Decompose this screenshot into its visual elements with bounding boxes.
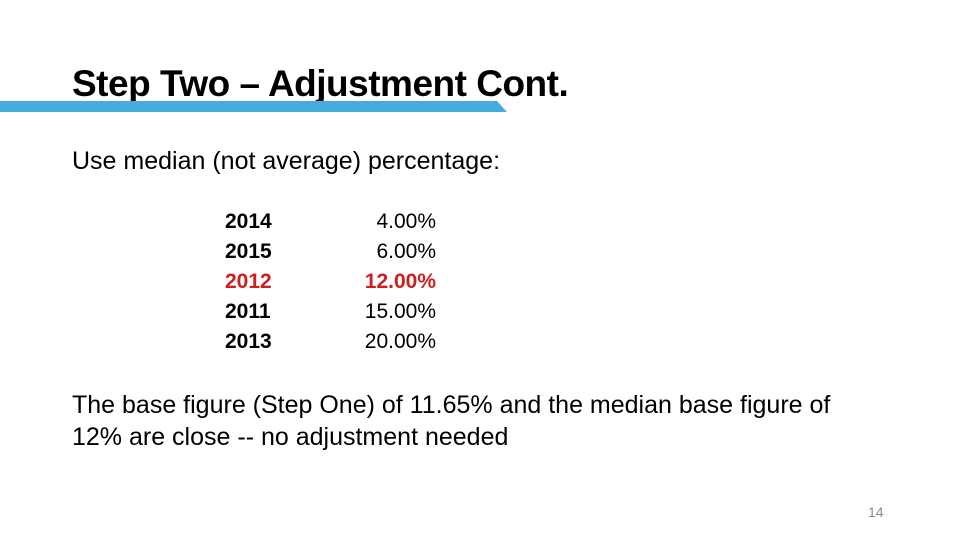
table-row: 2015 6.00% bbox=[225, 237, 436, 267]
slide-title: Step Two – Adjustment Cont. bbox=[72, 62, 569, 104]
table-row: 2013 20.00% bbox=[225, 327, 436, 357]
percentage-cell: 20.00% bbox=[364, 330, 436, 353]
conclusion-line-2: 12% are close -- no adjustment needed bbox=[72, 423, 509, 451]
table-row: 2011 15.00% bbox=[225, 297, 436, 327]
percentage-cell: 4.00% bbox=[376, 210, 436, 233]
page-number: 14 bbox=[868, 504, 884, 520]
percentage-cell-highlighted: 12.00% bbox=[364, 270, 436, 293]
median-percentage-table: 2014 4.00% 2015 6.00% 2012 12.00% 2011 1… bbox=[225, 207, 436, 357]
title-accent-bar bbox=[0, 101, 507, 112]
conclusion-line-1: The base figure (Step One) of 11.65% and… bbox=[72, 391, 831, 419]
conclusion-text: The base figure (Step One) of 11.65% and… bbox=[72, 389, 830, 453]
intro-text: Use median (not average) percentage: bbox=[72, 147, 501, 175]
table-row: 2014 4.00% bbox=[225, 207, 436, 237]
year-cell: 2013 bbox=[225, 330, 272, 353]
percentage-cell: 6.00% bbox=[376, 240, 436, 263]
table-row-highlighted: 2012 12.00% bbox=[225, 267, 436, 297]
year-cell: 2011 bbox=[225, 300, 271, 323]
year-cell: 2015 bbox=[225, 240, 272, 263]
percentage-cell: 15.00% bbox=[364, 300, 436, 323]
year-cell: 2014 bbox=[225, 210, 272, 233]
year-cell-highlighted: 2012 bbox=[225, 270, 272, 293]
